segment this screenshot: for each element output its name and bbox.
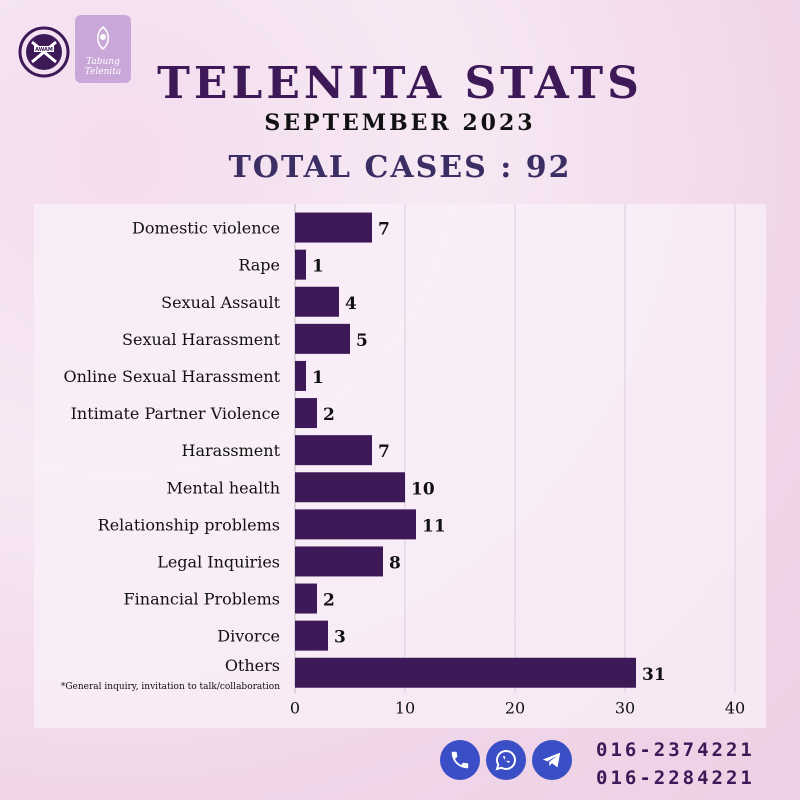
category-label: Harassment — [182, 441, 281, 460]
bar — [295, 286, 339, 317]
chart-panel: 0 10 20 30 40 Domestic violence 7 Rape 1 Sexual A… — [34, 204, 766, 728]
data-label: 2 — [323, 591, 335, 611]
category-label: Sexual Assault — [161, 293, 280, 312]
bar — [295, 546, 383, 577]
category-label: Financial Problems — [124, 590, 280, 609]
data-label: 11 — [422, 516, 446, 536]
x-tick-label: 0 — [290, 698, 300, 717]
category-label: Online Sexual Harassment — [64, 367, 281, 386]
bar — [295, 323, 350, 354]
data-label: 8 — [389, 553, 401, 573]
phone-icon[interactable] — [440, 740, 480, 780]
data-label: 10 — [411, 479, 435, 499]
tabung-telenita-logo: Tabung Telenita — [75, 15, 131, 83]
data-label: 2 — [323, 405, 335, 425]
awam-logo: AWAM — [18, 18, 70, 88]
page-subtitle: SEPTEMBER 2023 — [264, 110, 536, 136]
contact-icons — [440, 740, 572, 784]
data-label: 7 — [378, 220, 390, 240]
page-title: TELENITA STATS — [157, 58, 643, 109]
bar-chart: 0 10 20 30 40 Domestic violence 7 Rape 1 Sexual A… — [61, 204, 745, 717]
bar — [295, 472, 405, 503]
bar — [295, 249, 306, 280]
bar — [295, 583, 317, 614]
data-label: 1 — [312, 257, 324, 277]
bar — [295, 620, 328, 651]
data-label: 1 — [312, 368, 324, 388]
category-label: Domestic violence — [132, 219, 280, 238]
data-label: 4 — [345, 294, 357, 314]
category-label: Mental health — [167, 478, 281, 497]
data-label: 3 — [334, 628, 346, 648]
bar — [295, 360, 306, 391]
total-cases: TOTAL CASES : 92 — [228, 150, 572, 185]
category-label: Intimate Partner Violence — [71, 404, 280, 423]
bar — [295, 398, 317, 429]
whatsapp-icon[interactable] — [486, 740, 526, 780]
bar — [295, 435, 372, 466]
x-tick-label: 10 — [395, 698, 415, 717]
category-label: Relationship problems — [98, 515, 280, 534]
data-label: 5 — [356, 331, 368, 351]
bar — [295, 657, 636, 688]
data-label: 7 — [378, 442, 390, 462]
bar — [295, 212, 372, 243]
category-label: Legal Inquiries — [157, 552, 280, 571]
category-label: Others — [225, 656, 280, 675]
category-label: Sexual Harassment — [122, 330, 281, 349]
footnote: *General inquiry, invitation to talk/col… — [61, 682, 280, 692]
x-tick-label: 30 — [615, 698, 635, 717]
x-tick-label: 20 — [505, 698, 525, 717]
phone-number-2[interactable]: 016-2284221 — [596, 767, 755, 789]
telegram-icon[interactable] — [532, 740, 572, 780]
x-tick-label: 40 — [725, 698, 745, 717]
data-label: 31 — [642, 665, 666, 685]
bar — [295, 509, 416, 540]
category-label: Rape — [238, 256, 280, 275]
phone-numbers: 016-2374221 016-2284221 — [596, 736, 755, 792]
category-label: Divorce — [217, 627, 280, 646]
phone-number-1[interactable]: 016-2374221 — [596, 739, 755, 761]
svg-text:AWAM: AWAM — [35, 47, 53, 53]
